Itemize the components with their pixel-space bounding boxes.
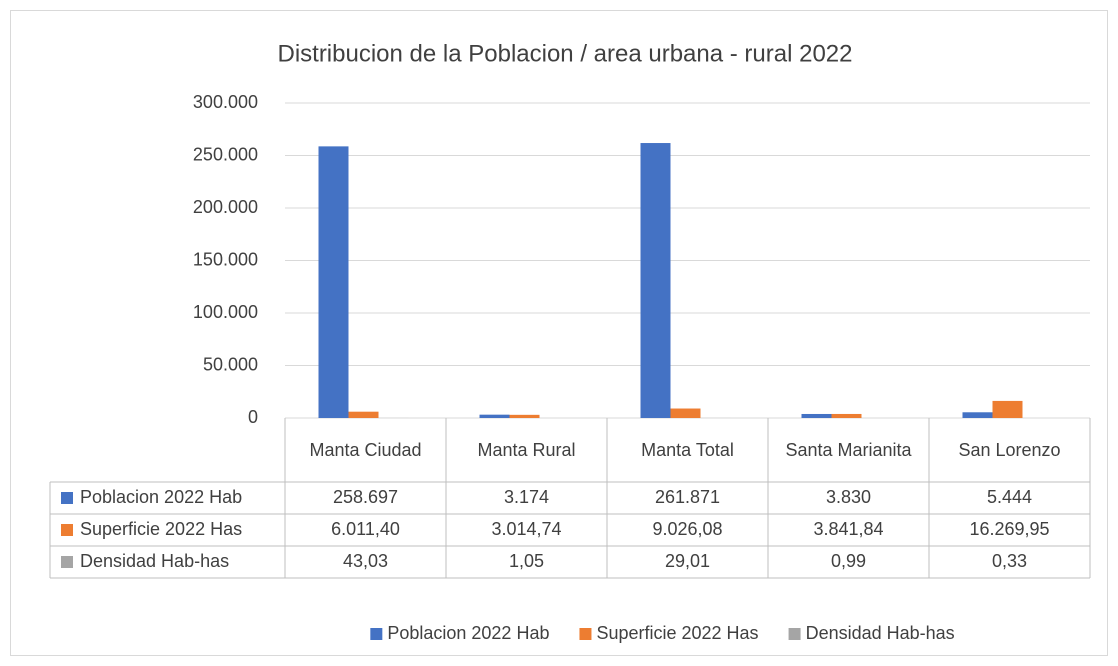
legend-key [788,628,801,640]
y-tick-label: 100.000 [193,302,258,322]
legend-key [579,628,592,640]
bar [640,143,671,418]
x-tick-label: Manta Total [641,440,734,460]
x-tick-label: San Lorenzo [958,440,1061,460]
bar [992,400,1023,418]
table-value: 3.174 [504,487,549,507]
bar [348,411,379,418]
table-value: 261.871 [655,487,720,507]
y-tick-label: 150.000 [193,249,258,269]
legend-label: Poblacion 2022 Hab [387,623,549,643]
bar [318,146,349,418]
x-tick-label-box: San Lorenzo [958,440,1061,460]
table-value: 9.026,08 [652,519,722,539]
x-tick-label: Manta Ciudad [309,440,422,460]
bar [962,412,993,418]
legend: Poblacion 2022 Hab Superficie 2022 Has Den… [370,623,955,643]
bar [801,413,832,418]
chart-border [10,10,1108,656]
table-legend-key [61,556,73,568]
legend-key [370,628,383,640]
bar [509,414,540,418]
table-value: 3.830 [826,487,871,507]
legend-label: Densidad Hab-has [806,623,955,643]
x-tick-label-box: Manta Ciudad [309,440,422,460]
y-tick-label: 0 [248,407,258,427]
chart-title: Distribucion de la Poblacion / area urba… [277,40,852,67]
table-value: 0,33 [992,551,1027,571]
table-value: 3.014,74 [491,519,561,539]
table-value: 3.841,84 [813,519,883,539]
y-tick-label: 300.000 [193,92,258,112]
x-tick-label-box: Manta Rural [477,440,576,460]
table-series-name: Poblacion 2022 Hab [80,487,242,507]
table-value: 43,03 [343,551,388,571]
table-value: 6.011,40 [331,519,400,539]
y-tick-label: 50.000 [203,354,258,374]
table-value: 29,01 [665,551,710,571]
bar [670,408,701,418]
x-tick-label-box: Manta Total [641,440,734,460]
table-series-name: Superficie 2022 Has [80,519,242,539]
table-series-name: Densidad Hab-has [80,551,229,571]
x-tick-label: Santa Marianita [785,440,912,460]
table-value: 0,99 [831,551,866,571]
table-legend-key [61,524,73,536]
x-tick-label: Manta Rural [477,440,576,460]
table-value: 16.269,95 [969,519,1049,539]
table-value: 5.444 [987,487,1032,507]
table-legend-key [61,492,73,504]
x-tick-label-box: Santa Marianita [785,440,912,460]
bar [479,414,510,418]
y-tick-label: 250.000 [193,144,258,164]
table-value: 1,05 [509,551,544,571]
table-value: 258.697 [333,487,398,507]
bar [831,413,862,418]
y-tick-label: 200.000 [193,197,258,217]
legend-label: Superficie 2022 Has [596,623,758,643]
